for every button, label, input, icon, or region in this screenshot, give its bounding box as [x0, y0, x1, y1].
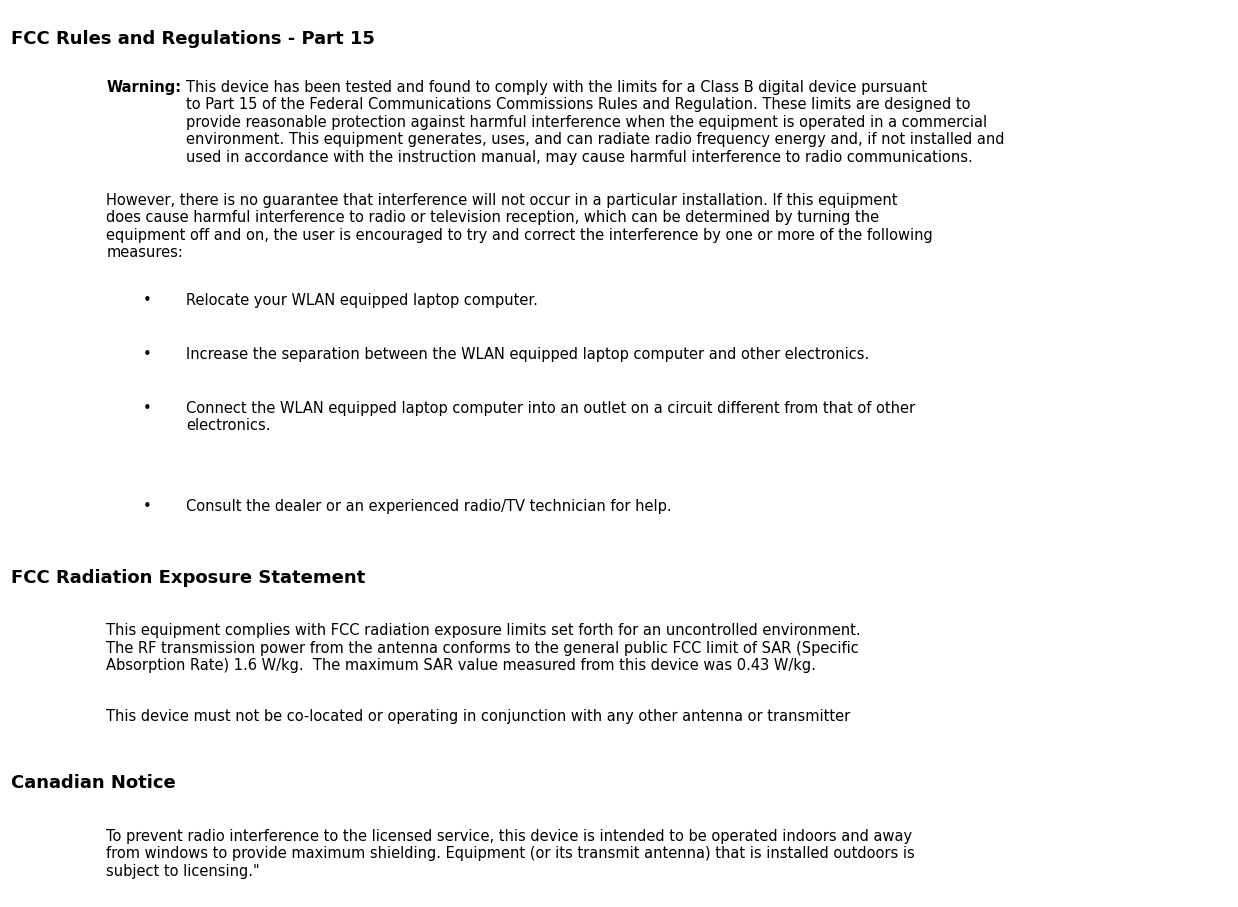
Text: To prevent radio interference to the licensed service, this device is intended t: To prevent radio interference to the lic…	[106, 829, 915, 879]
Text: This device has been tested and found to comply with the limits for a Class B di: This device has been tested and found to…	[186, 80, 1005, 165]
Text: However, there is no guarantee that interference will not occur in a particular : However, there is no guarantee that inte…	[106, 193, 933, 260]
Text: This equipment complies with FCC radiation exposure limits set forth for an unco: This equipment complies with FCC radiati…	[106, 623, 860, 673]
Text: Connect the WLAN equipped laptop computer into an outlet on a circuit different : Connect the WLAN equipped laptop compute…	[186, 401, 915, 434]
Text: Canadian Notice: Canadian Notice	[11, 775, 176, 793]
Text: This device must not be co-located or operating in conjunction with any other an: This device must not be co-located or op…	[106, 709, 896, 725]
Text: Relocate your WLAN equipped laptop computer.: Relocate your WLAN equipped laptop compu…	[186, 293, 539, 307]
Text: FCC Radiation Exposure Statement: FCC Radiation Exposure Statement	[11, 570, 365, 587]
Text: •: •	[144, 346, 152, 362]
Text: •: •	[144, 401, 152, 416]
Text: Warning:: Warning:	[106, 80, 181, 95]
Text: •: •	[144, 499, 152, 513]
Text: Increase the separation between the WLAN equipped laptop computer and other elec: Increase the separation between the WLAN…	[186, 346, 869, 362]
Text: Consult the dealer or an experienced radio/TV technician for help.: Consult the dealer or an experienced rad…	[186, 499, 672, 513]
Text: •: •	[144, 293, 152, 307]
Text: FCC Rules and Regulations - Part 15: FCC Rules and Regulations - Part 15	[11, 30, 375, 48]
